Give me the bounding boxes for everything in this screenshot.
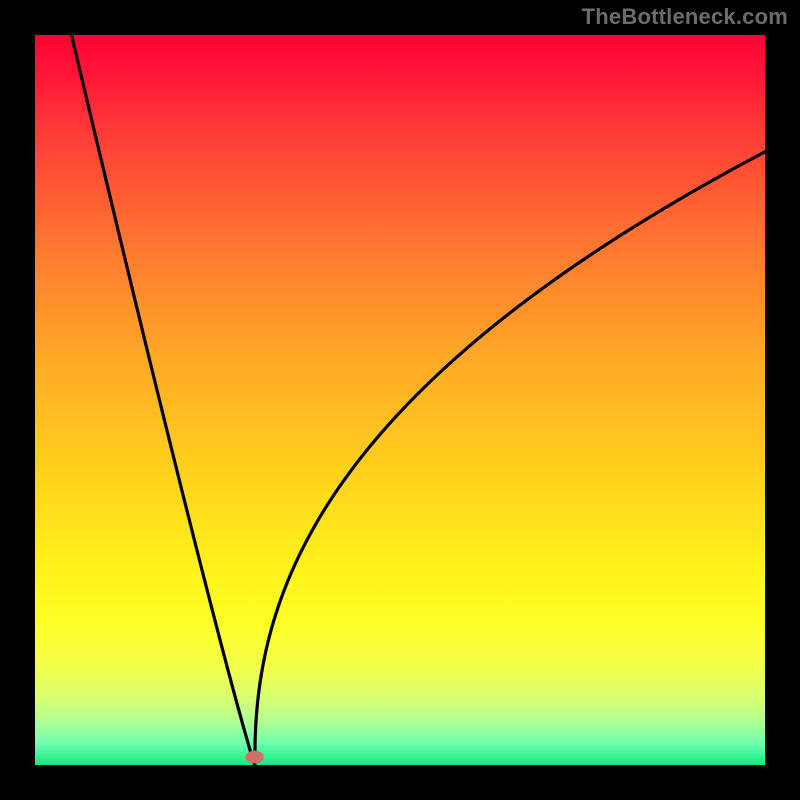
watermark-text: TheBottleneck.com — [582, 4, 788, 30]
optimal-point-marker — [246, 750, 264, 763]
plot-area — [35, 35, 765, 765]
chart-svg — [35, 35, 765, 765]
gradient-bg — [35, 35, 765, 765]
chart-frame: TheBottleneck.com — [0, 0, 800, 800]
